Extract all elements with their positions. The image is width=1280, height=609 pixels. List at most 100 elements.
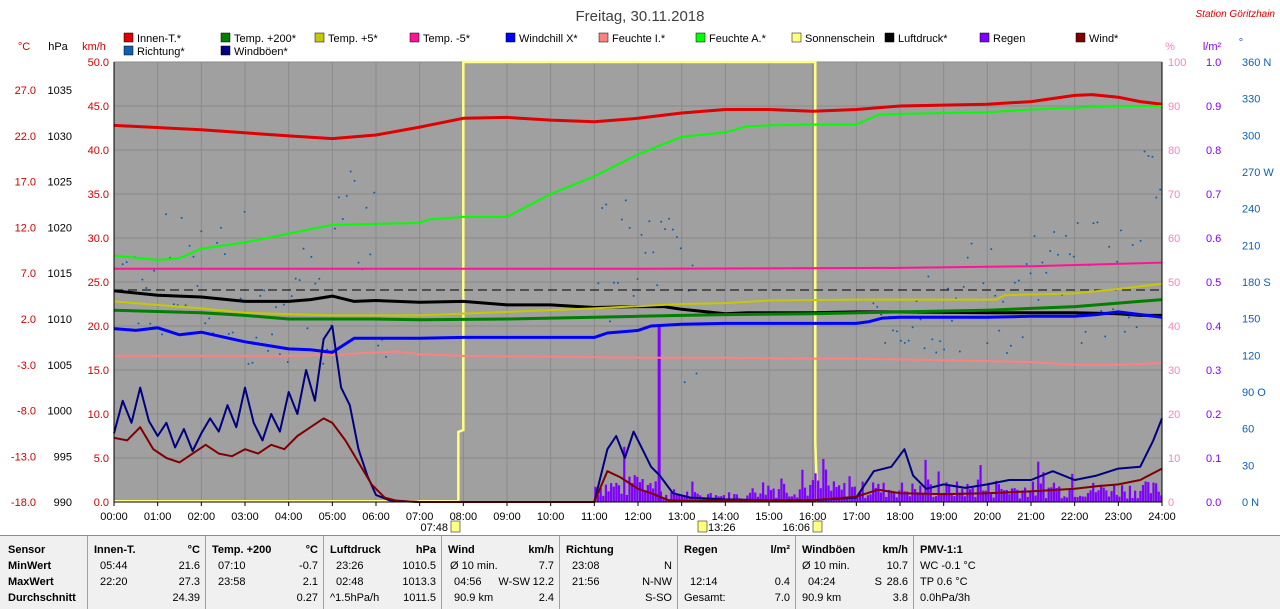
wind-direction-point (1108, 245, 1111, 248)
wind-direction-point (164, 213, 167, 216)
wind-direction-point (636, 278, 639, 281)
rain-bar (1115, 494, 1118, 502)
stats-value: 0.4 (774, 576, 790, 588)
wind-direction-point (652, 251, 655, 254)
rain-bar (1134, 490, 1137, 502)
wind-direction-point (278, 353, 281, 356)
stats-time: Ø 10 min. (802, 560, 850, 572)
unit-rain: l/m² (1203, 41, 1222, 53)
unit-percent: % (1165, 41, 1175, 53)
stats-unit: l/m² (770, 544, 790, 556)
sunrise-marker (450, 520, 461, 533)
wind-direction-point (333, 227, 336, 230)
chart-title: Freitag, 30.11.2018 (576, 8, 705, 25)
rain-bar (1141, 485, 1145, 502)
stats-time: 23:58 (218, 576, 246, 588)
kmh-tick-label: 0.0 (94, 497, 109, 509)
rain-bar (1063, 496, 1066, 502)
rain-bar (940, 493, 943, 502)
wind-direction-point (691, 264, 694, 267)
rain-bar (675, 494, 678, 502)
wind-direction-point (939, 340, 942, 343)
rain-bar (934, 496, 938, 502)
wind-direction-point (668, 217, 671, 220)
percent-tick-label: 90 (1168, 101, 1180, 113)
wind-direction-point (1029, 272, 1032, 275)
wind-direction-point (318, 277, 321, 280)
wind-direction-point (1072, 255, 1075, 258)
stats-header: Luftdruck (330, 544, 381, 556)
stats-separator (677, 536, 678, 609)
wind-direction-point (337, 196, 340, 199)
stats-value: -0.7 (299, 560, 318, 572)
legend-swatch (220, 45, 231, 56)
rain-bar (793, 494, 796, 502)
stats-separator (205, 536, 206, 609)
rain-bar (638, 482, 642, 502)
sunset-time: 16:06 (782, 522, 810, 534)
stats-time: 12:14 (690, 576, 718, 588)
rain-bar (882, 482, 885, 502)
rain-bar (874, 487, 877, 502)
wind-direction-point (927, 275, 930, 278)
wind-direction-point (1021, 336, 1024, 339)
wind-direction-point (695, 372, 698, 375)
rain-bar (1065, 497, 1069, 502)
direction-tick-label: 330 (1242, 94, 1260, 106)
percent-tick-label: 0 (1168, 497, 1174, 509)
x-tick-label: 11:00 (581, 511, 608, 523)
rain-bar (864, 497, 867, 502)
wind-direction-point (683, 381, 686, 384)
rain-bar (950, 493, 953, 502)
rain-bar (1010, 488, 1014, 502)
rain-bar (709, 492, 712, 502)
stats-value: 1010.5 (402, 560, 436, 572)
rain-bar-peak (657, 326, 661, 502)
rain-bar (1102, 487, 1105, 502)
wind-direction-point (644, 251, 647, 254)
legend-label: Luftdruck* (898, 33, 948, 45)
percent-tick-label: 60 (1168, 233, 1180, 245)
wind-direction-point (1100, 309, 1103, 312)
legend-label: Temp. +200* (234, 33, 297, 45)
wind-direction-point (966, 256, 969, 259)
celsius-tick-label: 2.0 (21, 314, 36, 326)
rain-bar (824, 469, 828, 502)
stats-time: 07:10 (218, 560, 246, 572)
rain-bar (971, 487, 974, 502)
wind-direction-point (365, 206, 368, 209)
wind-direction-point (660, 220, 663, 223)
wind-direction-point (255, 336, 258, 339)
wind-direction-point (1002, 300, 1005, 303)
rain-bar (1120, 485, 1124, 502)
rain-bar (853, 486, 856, 502)
wind-direction-point (341, 217, 344, 220)
wind-direction-point (923, 347, 926, 350)
wind-direction-point (282, 303, 285, 306)
wind-direction-point (353, 179, 356, 182)
stats-trend: ^1.5hPa/h (330, 592, 380, 604)
rain-bar (801, 469, 804, 502)
wind-direction-point (1049, 249, 1052, 252)
statistics-panel: Sensor MinWert MaxWert Durchschnitt Inne… (0, 535, 1280, 609)
wind-direction-point (345, 194, 348, 197)
rain-bar (937, 471, 940, 502)
percent-tick-label: 100 (1168, 57, 1186, 69)
weather-chart: 27.0 22.0 17.0 12.0 7.0 2.0 -3.0 -8.0 -13.0 -18.0… (10, 8, 1276, 534)
rain-bar (1042, 472, 1045, 502)
wind-direction-point (223, 253, 226, 256)
wind-direction-point (172, 303, 175, 306)
wind-direction-point (1139, 239, 1142, 242)
wind-direction-point (947, 287, 950, 290)
wind-direction-point (290, 295, 293, 298)
stats-time: 22:20 (100, 576, 128, 588)
rain-bar (817, 480, 820, 502)
stats-value: 3.8 (892, 592, 908, 604)
rain-bar (1092, 482, 1095, 502)
rain-bar (612, 486, 615, 502)
stats-time: 23:08 (572, 560, 600, 572)
rain-bar (662, 498, 665, 502)
hpa-tick-label: 1005 (48, 360, 72, 372)
rain-tick-label: 0.6 (1206, 233, 1221, 245)
wind-direction-point (671, 228, 674, 231)
